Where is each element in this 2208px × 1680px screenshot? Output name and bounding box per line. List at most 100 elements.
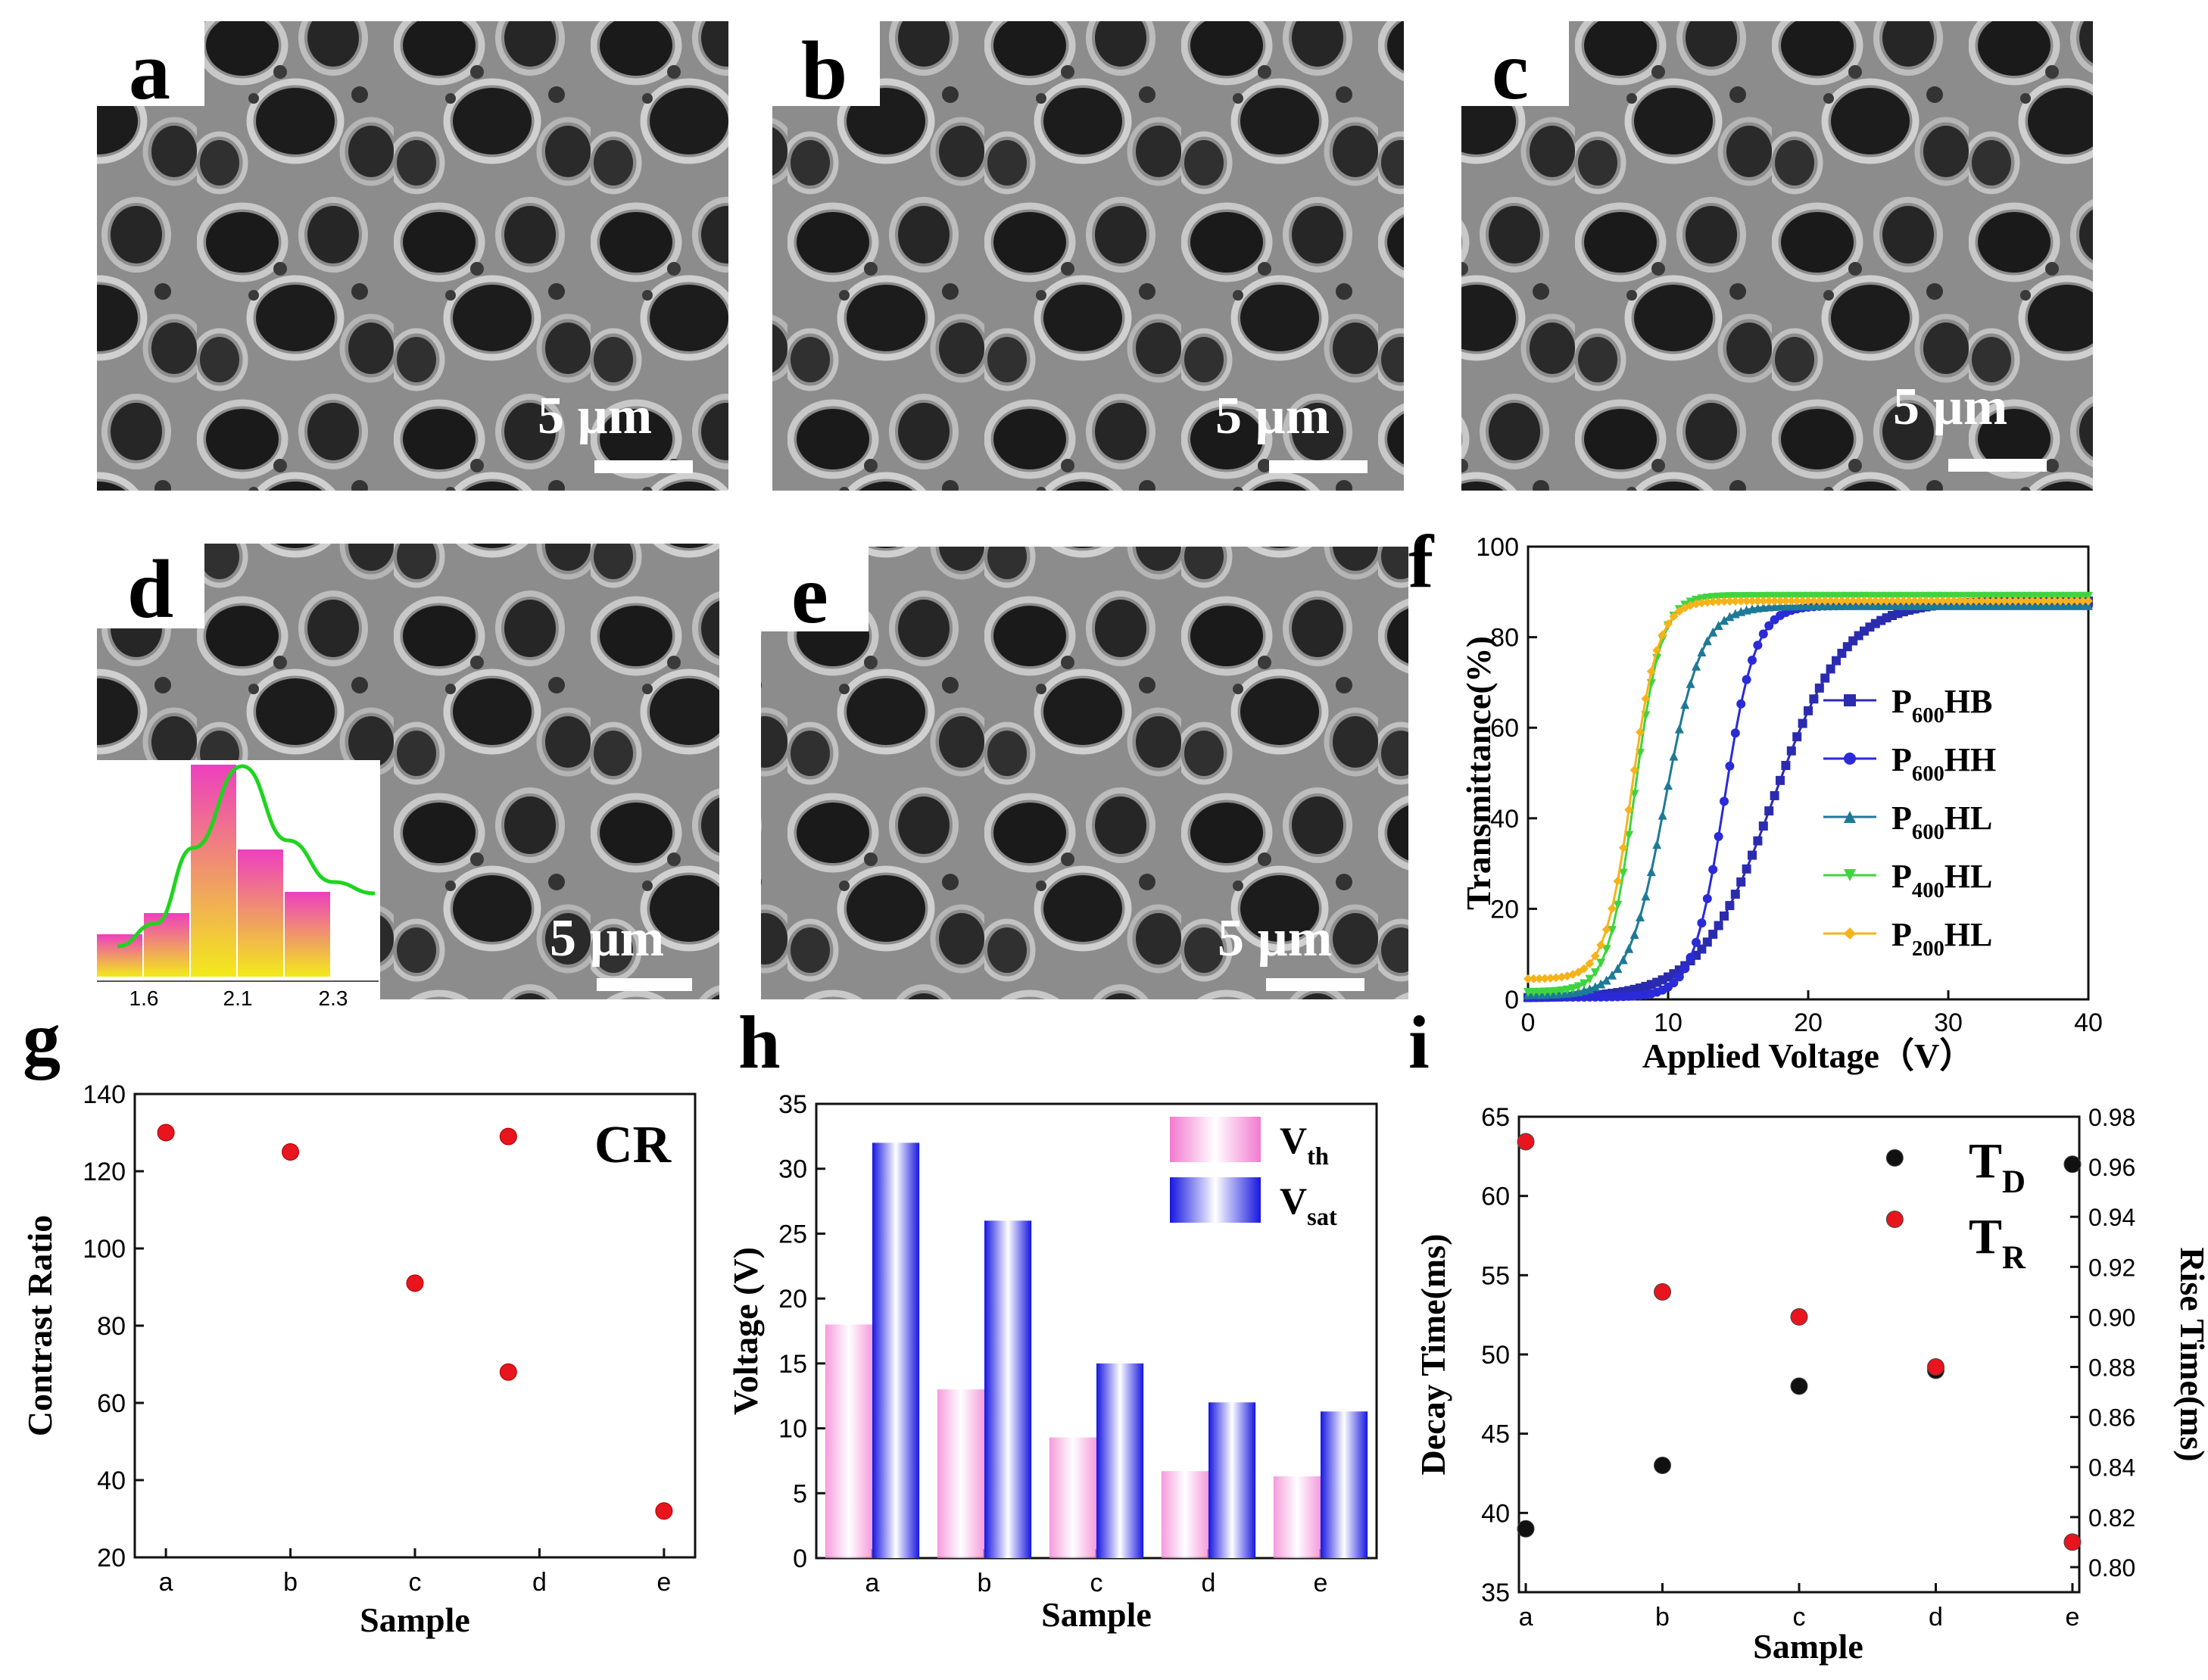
chart-f-point-P600HB-47 bbox=[1786, 746, 1796, 756]
chart-f-point-P400HL-15 bbox=[1608, 926, 1617, 936]
chart-f-point-P600HH-34 bbox=[1714, 831, 1723, 841]
chart-f-point-P400HL-12 bbox=[1590, 968, 1600, 977]
chart-f-legend-marker-P400HL bbox=[1844, 869, 1856, 881]
chart-h-bar-Vth-d bbox=[1161, 1471, 1208, 1558]
scale-bar-label-a: 5 µm bbox=[538, 387, 652, 445]
chart-i-ytick-right-0.80: 0.80 bbox=[2088, 1554, 2135, 1582]
chart-h-bar-Vsat-e bbox=[1321, 1411, 1368, 1558]
chart-f-point-P200HL-79 bbox=[1966, 596, 1976, 606]
chart-f-point-P600HL-15 bbox=[1608, 970, 1617, 980]
chart-f-point-P200HL-0 bbox=[1523, 974, 1533, 983]
chart-f-legend-marker-P200HL bbox=[1844, 927, 1856, 940]
chart-f-point-P200HL-24 bbox=[1658, 630, 1667, 640]
chart-f-point-P400HL-11 bbox=[1585, 974, 1595, 984]
chart-i-point-TD-5 bbox=[2063, 1155, 2082, 1174]
chart-f-point-P600HL-25 bbox=[1664, 781, 1673, 790]
chart-h-ytick-25: 25 bbox=[778, 1220, 807, 1248]
chart-h: h 0 5 10 15 20 25 30 35 a b c d e Vth Vsat Sample Vol… bbox=[726, 1000, 1378, 1634]
chart-f-point-P200HL-85 bbox=[2000, 596, 2009, 606]
chart-i-point-TD-3 bbox=[1885, 1149, 1904, 1167]
inset-tick-2.1: 2.1 bbox=[223, 986, 253, 1010]
chart-i-ytick-right-0.92: 0.92 bbox=[2088, 1254, 2135, 1281]
chart-f-point-P600HH-27 bbox=[1674, 972, 1684, 982]
chart-f-point-P200HL-10 bbox=[1580, 964, 1589, 974]
chart-f-point-P600HB-37 bbox=[1730, 890, 1740, 899]
chart-h-xtick-c: c bbox=[1090, 1569, 1103, 1597]
chart-f-point-P200HL-16 bbox=[1613, 876, 1623, 886]
chart-f-point-P200HL-21 bbox=[1641, 694, 1651, 703]
chart-f-point-P200HL-92 bbox=[2038, 596, 2048, 606]
chart-i-ylabel-right: Rise Time(ms) bbox=[2173, 1247, 2208, 1461]
chart-f-point-P200HL-72 bbox=[1926, 596, 1936, 606]
chart-i-ytick-right-0.96: 0.96 bbox=[2088, 1154, 2135, 1181]
chart-h-xlabel: Sample bbox=[1041, 1595, 1152, 1634]
chart-f-point-P600HB-46 bbox=[1781, 761, 1791, 771]
chart-i-legend-TR: TR bbox=[1969, 1209, 2026, 1276]
chart-h-ylabel: Voltage (V) bbox=[726, 1247, 765, 1415]
chart-f-point-P200HL-22 bbox=[1646, 666, 1656, 676]
chart-f-point-P600HH-32 bbox=[1702, 893, 1712, 903]
chart-f-point-P600HH-40 bbox=[1748, 655, 1757, 665]
chart-g-ytick-120: 120 bbox=[83, 1158, 126, 1186]
chart-g-xtick-a: a bbox=[159, 1568, 173, 1597]
inset-bar-3 bbox=[238, 849, 283, 977]
chart-f-point-P600HB-51 bbox=[1809, 694, 1819, 704]
chart-i-xlabel: Sample bbox=[1753, 1627, 1863, 1666]
chart-f-point-P600HH-29 bbox=[1686, 952, 1695, 962]
chart-h-ytick-5: 5 bbox=[793, 1479, 807, 1508]
chart-h-ytick-0: 0 bbox=[793, 1544, 807, 1573]
chart-f-point-P200HL-23 bbox=[1652, 646, 1662, 656]
chart-i-ytick-50: 50 bbox=[1481, 1341, 1510, 1370]
chart-f-point-P200HL-97 bbox=[2066, 596, 2076, 606]
chart-f-ytick-20: 20 bbox=[1490, 895, 1519, 924]
chart-f-point-P200HL-37 bbox=[1730, 596, 1740, 606]
chart-i-ytick-35: 35 bbox=[1481, 1579, 1510, 1607]
chart-h-ytick-15: 15 bbox=[778, 1350, 807, 1379]
chart-i-point-TD-1 bbox=[1654, 1457, 1672, 1475]
chart-f-legend-P600HL: P600HL bbox=[1891, 799, 1992, 844]
inset-bar-4 bbox=[285, 892, 330, 977]
chart-g-ytick-140: 140 bbox=[83, 1080, 126, 1109]
chart-f-point-P600HH-39 bbox=[1742, 675, 1751, 684]
chart-f-ytick-60: 60 bbox=[1490, 714, 1519, 743]
chart-f-point-P200HL-62 bbox=[1870, 596, 1880, 606]
chart-i-xtick-a: a bbox=[1519, 1603, 1533, 1632]
chart-f-point-P600HH-30 bbox=[1692, 937, 1701, 947]
panel-label-f: f bbox=[1408, 519, 1435, 603]
chart-f-point-P200HL-54 bbox=[1826, 596, 1835, 606]
scale-bar-d bbox=[597, 978, 692, 991]
chart-f-legend-P600HH: P600HH bbox=[1891, 741, 1996, 786]
chart-h-bar-Vsat-a bbox=[872, 1142, 920, 1558]
chart-f-point-P600HH-38 bbox=[1736, 699, 1746, 709]
chart-f-point-P200HL-51 bbox=[1809, 596, 1819, 606]
inset-fit-curve bbox=[117, 764, 376, 949]
chart-f-point-P600HB-39 bbox=[1742, 864, 1751, 874]
inset-tick-2.3: 2.3 bbox=[319, 986, 348, 1010]
chart-g-point-2 bbox=[406, 1274, 424, 1292]
chart-f-point-P400HL-13 bbox=[1596, 958, 1606, 968]
chart-h-bar-Vsat-d bbox=[1208, 1402, 1256, 1558]
chart-h-ytick-35: 35 bbox=[778, 1090, 807, 1119]
chart-f-point-P200HL-38 bbox=[1736, 596, 1746, 606]
chart-f-line-P600HL bbox=[1527, 604, 2088, 996]
chart-f-legend-P600HB: P600HB bbox=[1891, 683, 1992, 728]
chart-f-point-P200HL-15 bbox=[1608, 904, 1617, 914]
chart-f-point-P200HL-3 bbox=[1540, 974, 1550, 983]
chart-h-bar-Vsat-c bbox=[1096, 1363, 1144, 1558]
chart-h-bar-Vsat-b bbox=[984, 1220, 1032, 1558]
chart-f-point-P200HL-61 bbox=[1865, 596, 1875, 606]
chart-f-point-P600HB-38 bbox=[1736, 877, 1746, 887]
chart-f-point-P200HL-19 bbox=[1629, 765, 1639, 775]
chart-h-ytick-10: 10 bbox=[778, 1415, 807, 1444]
chart-f-point-P600HH-42 bbox=[1758, 629, 1768, 639]
panel-label-e: e bbox=[791, 548, 828, 641]
chart-f-point-P200HL-68 bbox=[1904, 596, 1914, 606]
chart-f-point-P200HL-77 bbox=[1954, 596, 1964, 606]
chart-f-point-P600HB-55 bbox=[1832, 656, 1841, 665]
chart-f-point-P600HL-36 bbox=[1725, 612, 1735, 622]
chart-f-point-P600HB-40 bbox=[1748, 850, 1757, 860]
panel-label-b: b bbox=[801, 24, 847, 117]
chart-f-point-P600HL-20 bbox=[1636, 912, 1645, 922]
chart-f-point-P600HB-36 bbox=[1725, 901, 1735, 911]
